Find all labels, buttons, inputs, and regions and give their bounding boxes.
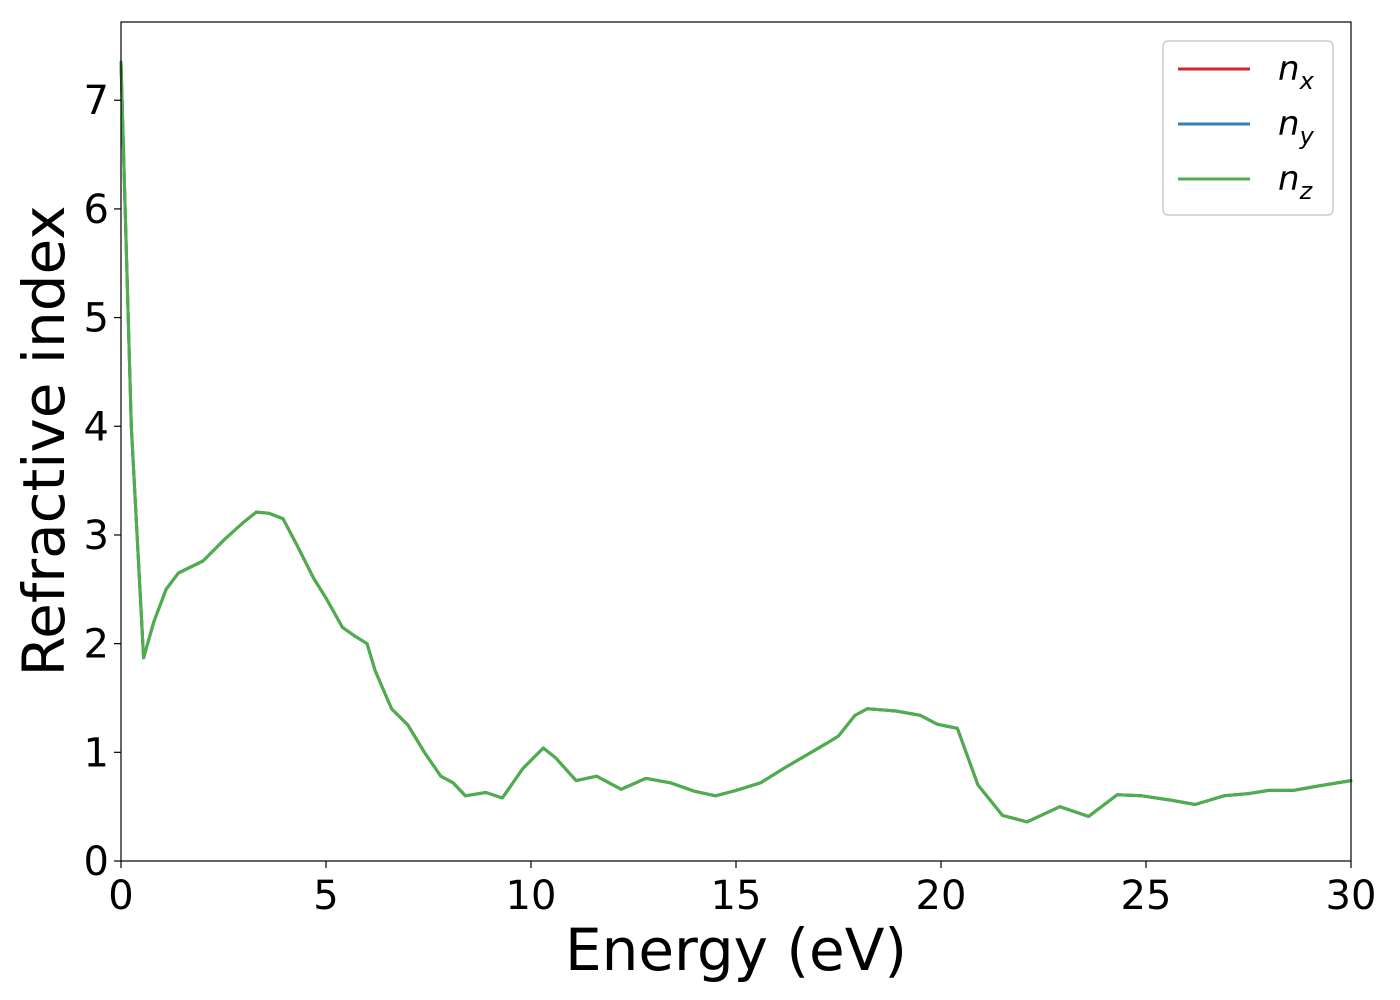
x-tick-label: 25 [1121,873,1172,919]
y-tick-label: 7 [84,78,109,124]
legend-label-y: ny [1278,104,1315,150]
legend: nx ny nz [1162,40,1334,216]
x-tick-label: 5 [313,873,338,919]
y-tick-label: 3 [84,513,109,559]
y-tick-label: 5 [84,296,109,342]
y-tick-label: 6 [84,187,109,233]
ticks-layer: 0 5 10 15 20 25 30 0 1 2 3 4 5 6 7 [84,78,1377,919]
x-tick-label: 30 [1326,873,1377,919]
legend-label-z: nz [1278,159,1314,205]
legend-label-x: nx [1278,49,1315,95]
y-tick-label: 0 [84,839,109,885]
x-tick-label: 20 [916,873,967,919]
x-tick-label: 15 [711,873,762,919]
legend-box [1162,40,1334,216]
y-tick-label: 4 [84,404,109,450]
series-line-z [119,60,1353,824]
y-tick-label: 2 [84,622,109,668]
y-axis-label: Refractive index [10,205,78,676]
x-tick-label: 0 [108,873,133,919]
series-layer [119,60,1353,824]
x-axis-label: Energy (eV) [565,916,907,984]
x-tick-label: 10 [506,873,557,919]
y-tick-label: 1 [84,730,109,776]
